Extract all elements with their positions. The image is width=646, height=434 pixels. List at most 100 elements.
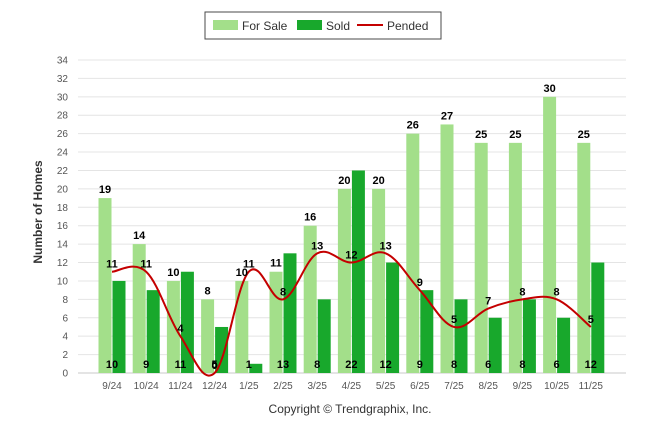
data-label-pended: 11 — [140, 259, 152, 271]
y-tick-label: 6 — [62, 313, 68, 324]
x-tick-label: 11/25 — [579, 381, 604, 392]
data-label-pended: 12 — [345, 250, 357, 262]
bar-sold — [454, 299, 468, 373]
x-tick-label: 9/24 — [102, 381, 122, 392]
data-label-for-sale: 16 — [304, 212, 316, 224]
bar-sold — [420, 290, 434, 373]
data-label-pended: 7 — [485, 296, 491, 308]
data-label-for-sale: 11 — [270, 258, 282, 270]
y-axis-label: Number of Homes — [31, 160, 45, 264]
bar-sold — [557, 317, 571, 373]
legend: For Sale Sold Pended — [204, 11, 442, 40]
data-label-sold: 13 — [277, 359, 289, 371]
y-tick-label: 22 — [57, 166, 69, 177]
x-axis-ticks: 9/24 10/24 11/24 12/24 1/25 2/25 3/25 4/25 5/25 6… — [102, 381, 603, 392]
data-label-sold: 10 — [106, 359, 118, 371]
data-label-pended: 13 — [311, 240, 323, 252]
bar-sold — [112, 280, 126, 373]
y-tick-label: 34 — [57, 56, 69, 67]
data-label-pended: 5 — [451, 314, 457, 326]
data-label-for-sale: 20 — [338, 175, 350, 187]
bar-for-sale — [577, 142, 591, 373]
x-tick-label: 6/25 — [410, 381, 430, 392]
y-tick-label: 16 — [57, 221, 69, 232]
x-tick-label: 8/25 — [478, 381, 498, 392]
bar-for-sale — [543, 96, 557, 373]
data-label-sold: 11 — [175, 359, 187, 371]
copyright-text: Copyright © Trendgraphix, Inc. — [269, 402, 432, 416]
data-label-for-sale: 10 — [236, 267, 248, 279]
data-label-pended: 11 — [243, 259, 255, 271]
data-label-sold: 5 — [212, 359, 218, 371]
bar-sold — [488, 317, 502, 373]
bar-for-sale — [337, 188, 351, 373]
bar-for-sale — [201, 299, 215, 373]
data-label-sold: 1 — [246, 359, 252, 371]
data-label-sold: 8 — [451, 359, 457, 371]
x-tick-label: 5/25 — [376, 381, 396, 392]
x-tick-label: 12/24 — [202, 381, 227, 392]
data-labels: 1910149101185101111316820222012269278256… — [99, 83, 597, 372]
x-tick-label: 3/25 — [307, 381, 327, 392]
y-tick-label: 2 — [62, 350, 68, 361]
line-pended — [111, 250, 592, 377]
data-label-for-sale: 25 — [509, 129, 521, 141]
bar-for-sale — [406, 133, 420, 373]
data-label-pended: 8 — [554, 286, 560, 298]
bar-for-sale — [440, 124, 454, 373]
data-label-for-sale: 25 — [578, 129, 590, 141]
series-for-sale — [98, 96, 591, 373]
y-tick-label: 24 — [57, 148, 69, 159]
series-pended — [111, 250, 592, 377]
data-label-sold: 8 — [519, 359, 525, 371]
bar-sold — [351, 170, 365, 373]
y-tick-label: 8 — [62, 295, 68, 306]
bar-for-sale — [303, 225, 317, 373]
data-label-pended: 5 — [588, 314, 594, 326]
legend-box — [204, 11, 442, 40]
bar-sold — [522, 299, 536, 373]
bar-for-sale — [166, 280, 180, 373]
bar-sold — [180, 271, 194, 373]
legend-label-for-sale: For Sale — [242, 19, 288, 33]
x-tick-label: 11/24 — [168, 381, 193, 392]
data-label-pended: 9 — [417, 277, 423, 289]
legend-label-sold: Sold — [326, 19, 350, 33]
x-tick-label: 2/25 — [273, 381, 293, 392]
bar-for-sale — [508, 142, 522, 373]
data-label-for-sale: 14 — [133, 230, 146, 242]
data-label-pended: 8 — [280, 286, 286, 298]
y-tick-label: 18 — [57, 203, 69, 214]
data-label-sold: 12 — [585, 359, 597, 371]
bar-sold — [386, 262, 400, 373]
bar-sold — [249, 363, 263, 373]
data-label-for-sale: 26 — [407, 120, 419, 132]
bar-sold — [215, 326, 229, 373]
data-label-pended: 13 — [379, 240, 391, 252]
y-tick-label: 28 — [57, 111, 69, 122]
data-label-pended: 4 — [177, 323, 184, 335]
y-tick-label: 4 — [62, 332, 68, 343]
bar-for-sale — [269, 271, 283, 373]
y-tick-label: 32 — [57, 74, 69, 85]
data-label-pended: 0 — [212, 360, 218, 372]
y-tick-label: 0 — [62, 369, 68, 380]
legend-swatch-for-sale — [213, 20, 238, 30]
y-tick-label: 20 — [57, 184, 69, 195]
x-tick-label: 4/25 — [342, 381, 362, 392]
data-label-for-sale: 20 — [372, 175, 384, 187]
bar-for-sale — [474, 142, 488, 373]
data-label-sold: 6 — [554, 359, 560, 371]
bar-sold — [317, 299, 331, 373]
data-label-for-sale: 27 — [441, 110, 453, 122]
data-label-sold: 8 — [314, 359, 320, 371]
x-tick-label: 10/25 — [544, 381, 569, 392]
x-tick-label: 1/25 — [239, 381, 259, 392]
bar-for-sale — [132, 244, 146, 373]
data-label-sold: 22 — [345, 359, 357, 371]
bar-sold — [591, 262, 605, 373]
data-label-sold: 12 — [379, 359, 391, 371]
data-label-sold: 9 — [417, 359, 423, 371]
